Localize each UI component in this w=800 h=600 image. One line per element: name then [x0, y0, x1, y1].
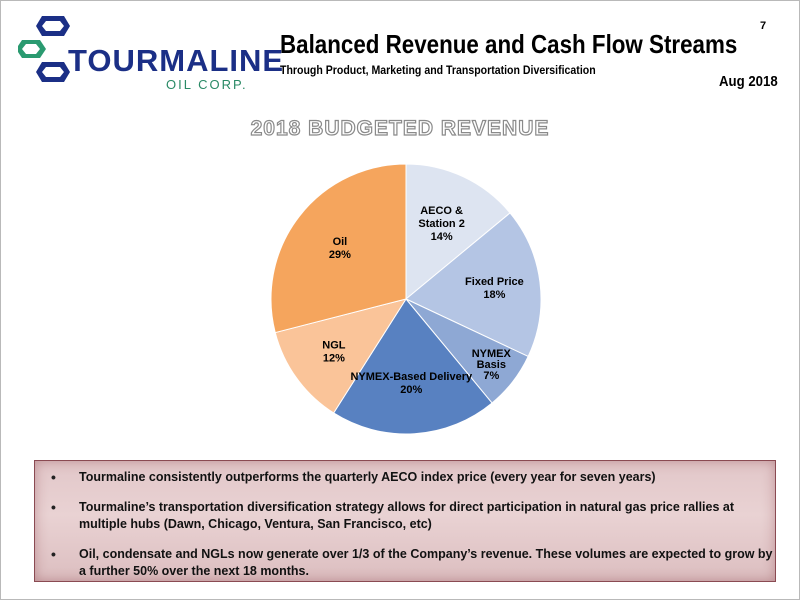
pie-slice-fixed-price	[405, 212, 542, 358]
pie-slice-ngl	[274, 298, 408, 414]
slice-label-aeco-station-2: AECO & Station 2 14%	[418, 205, 464, 243]
slide-subtitle: Through Product, Marketing and Transport…	[280, 63, 596, 77]
bullet-dot: •	[51, 546, 56, 562]
slice-label-nymex-basis: NYMEX Basis 7%	[472, 348, 512, 382]
bullet-item: • Oil, condensate and NGLs now generate …	[51, 546, 779, 580]
pie-slice-aeco-station-2	[405, 163, 511, 301]
bullet-dot: •	[51, 499, 56, 515]
slide-title: Balanced Revenue and Cash Flow Streams	[280, 29, 738, 59]
bullet-text: Tourmaline’s transportation diversificat…	[79, 500, 735, 531]
bullet-item: • Tourmaline consistently outperforms th…	[51, 469, 779, 486]
company-logo: TOURMALINE OIL CORP.	[18, 14, 283, 92]
pie-slice-oil	[270, 163, 407, 334]
logo-wordmark: TOURMALINE	[68, 43, 285, 78]
tourmaline-hexagon-icon	[18, 16, 70, 82]
bullet-text: Oil, condensate and NGLs now generate ov…	[79, 547, 773, 578]
chart-title: 2018 BUDGETED REVENUE	[250, 116, 550, 140]
bullet-item: • Tourmaline’s transportation diversific…	[51, 499, 779, 533]
pie-slice-nymex-based-delivery	[332, 298, 493, 435]
bullet-text: Tourmaline consistently outperforms the …	[79, 470, 656, 484]
slide-date: Aug 2018	[719, 73, 778, 90]
slice-label-nymex-based-delivery: NYMEX-Based Delivery 20%	[350, 371, 473, 396]
slice-label-ngl: NGL 12%	[322, 340, 346, 365]
slice-label-oil: Oil 29%	[329, 236, 351, 261]
bullet-dot: •	[51, 469, 56, 485]
logo-subtext: OIL CORP.	[166, 77, 248, 92]
page-number: 7	[760, 20, 767, 32]
slice-label-fixed-price: Fixed Price 18%	[465, 276, 524, 301]
key-points-panel: • Tourmaline consistently outperforms th…	[34, 460, 776, 582]
